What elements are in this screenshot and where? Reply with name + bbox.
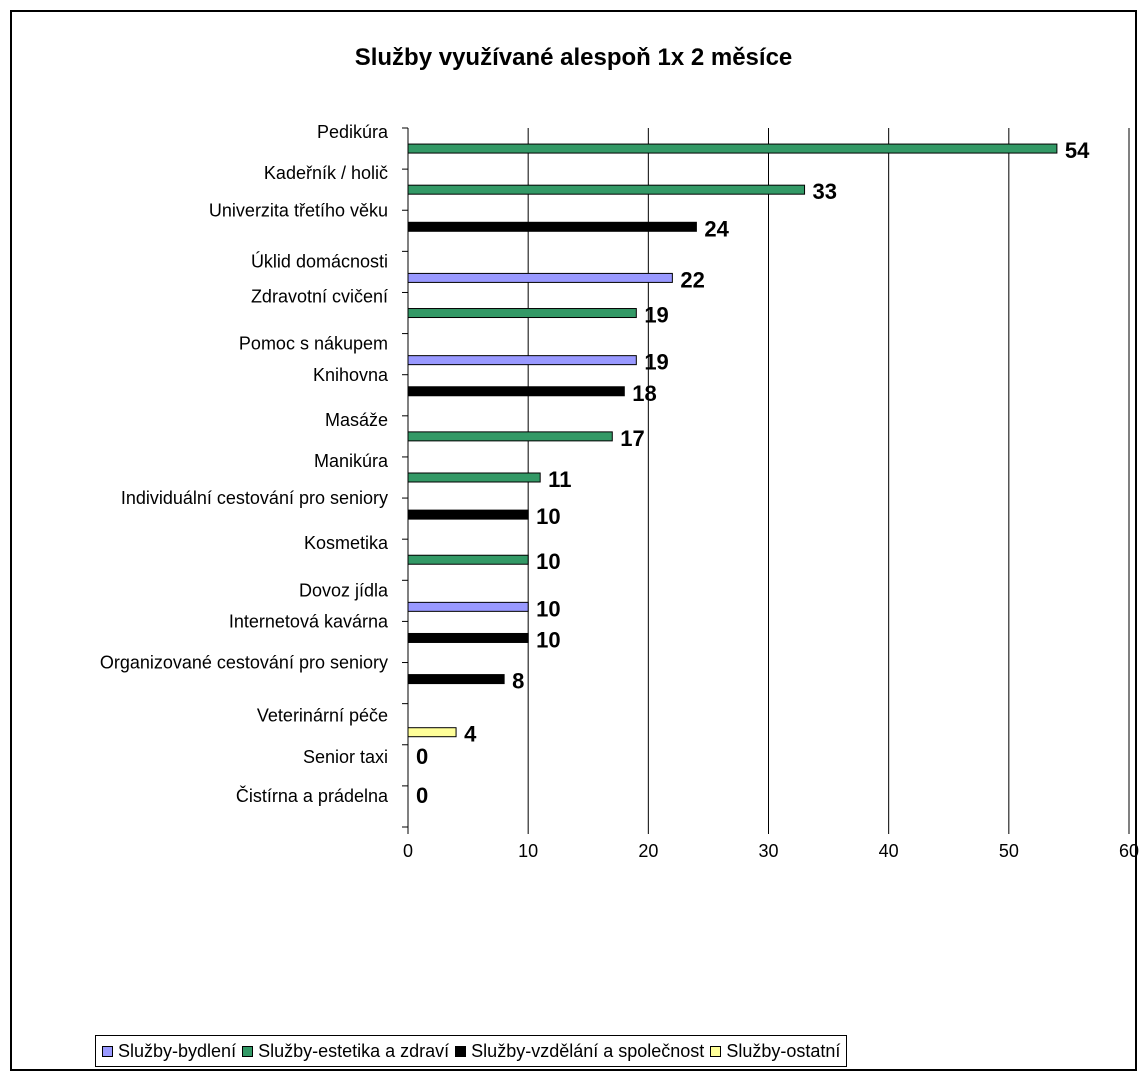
bar bbox=[407, 184, 806, 195]
x-tick-label: 10 bbox=[518, 841, 538, 861]
x-tick-label: 30 bbox=[758, 841, 778, 861]
bar bbox=[407, 431, 613, 442]
data-label: 19 bbox=[644, 350, 668, 375]
legend-label: Služby-vzdělání a společnost bbox=[471, 1040, 705, 1061]
bar bbox=[407, 554, 529, 565]
chart-title: Služby využívané alespoň 1x 2 měsíce bbox=[354, 44, 793, 71]
bar bbox=[407, 727, 457, 738]
data-label: 4 bbox=[464, 722, 477, 747]
data-label: 19 bbox=[644, 303, 668, 328]
category-label: Knihovna bbox=[313, 365, 389, 385]
legend-item: Služby-vzdělání a společnost bbox=[455, 1041, 704, 1062]
legend-label: Služby-ostatní bbox=[726, 1040, 841, 1061]
category-label: Kosmetika bbox=[304, 533, 389, 553]
data-label: 8 bbox=[512, 669, 524, 694]
legend: Služby-bydlení Služby-estetika a zdraví Sl… bbox=[95, 1035, 848, 1067]
legend-swatch bbox=[242, 1045, 254, 1057]
legend-label: Služby-estetika a zdraví bbox=[258, 1040, 450, 1061]
data-label: 10 bbox=[536, 596, 560, 621]
x-tick-label: 20 bbox=[638, 841, 658, 861]
category-label: Dovoz jídla bbox=[299, 580, 389, 600]
category-label: Internetová kavárna bbox=[229, 611, 389, 631]
bar bbox=[407, 221, 697, 232]
legend-item: Služby-bydlení bbox=[102, 1041, 236, 1062]
data-label: 22 bbox=[680, 267, 704, 292]
category-label: Kadeřník / holič bbox=[264, 163, 388, 183]
legend-swatch bbox=[710, 1045, 722, 1057]
data-label: 17 bbox=[620, 426, 644, 451]
data-label: 0 bbox=[416, 783, 428, 808]
x-tick-label: 60 bbox=[1119, 841, 1139, 861]
category-label: Čistírna a prádelna bbox=[236, 785, 389, 806]
category-label: Senior taxi bbox=[303, 747, 388, 767]
bar bbox=[407, 308, 637, 319]
x-tick-label: 0 bbox=[403, 841, 413, 861]
bar bbox=[407, 509, 529, 520]
category-label: Pomoc s nákupem bbox=[239, 334, 388, 354]
data-label: 33 bbox=[813, 179, 837, 204]
category-label: Manikúra bbox=[314, 451, 389, 471]
data-label: 10 bbox=[536, 627, 560, 652]
bar bbox=[407, 143, 1058, 154]
legend-item: Služby-estetika a zdraví bbox=[242, 1041, 449, 1062]
data-label: 54 bbox=[1065, 138, 1090, 163]
category-label: Pedikúra bbox=[317, 122, 389, 142]
bar bbox=[407, 272, 673, 283]
category-label: Zdravotní cvičení bbox=[251, 287, 388, 307]
legend-swatch bbox=[455, 1045, 467, 1057]
legend-swatch bbox=[102, 1045, 113, 1057]
category-label: Organizované cestování pro seniory bbox=[100, 653, 388, 673]
bar bbox=[407, 472, 541, 483]
bar bbox=[407, 674, 505, 685]
legend-item: Služby-ostatní bbox=[710, 1041, 840, 1062]
bar bbox=[407, 632, 529, 643]
x-tick-label: 40 bbox=[879, 841, 899, 861]
category-label: Univerzita třetího věku bbox=[209, 200, 388, 220]
data-label: 0 bbox=[416, 744, 428, 769]
category-label: Masáže bbox=[325, 410, 388, 430]
data-label: 11 bbox=[548, 467, 571, 492]
data-label: 24 bbox=[704, 216, 729, 241]
bar bbox=[407, 386, 625, 397]
category-label: Veterinární péče bbox=[257, 706, 388, 726]
x-tick-label: 50 bbox=[999, 841, 1019, 861]
bar bbox=[407, 601, 529, 612]
data-label: 18 bbox=[632, 381, 656, 406]
legend-label: Služby-bydlení bbox=[118, 1040, 237, 1061]
category-label: Individuální cestování pro seniory bbox=[121, 488, 388, 508]
category-label: Úklid domácnosti bbox=[251, 250, 388, 271]
data-label: 10 bbox=[536, 549, 560, 574]
bar bbox=[407, 355, 637, 366]
data-label: 10 bbox=[536, 504, 560, 529]
